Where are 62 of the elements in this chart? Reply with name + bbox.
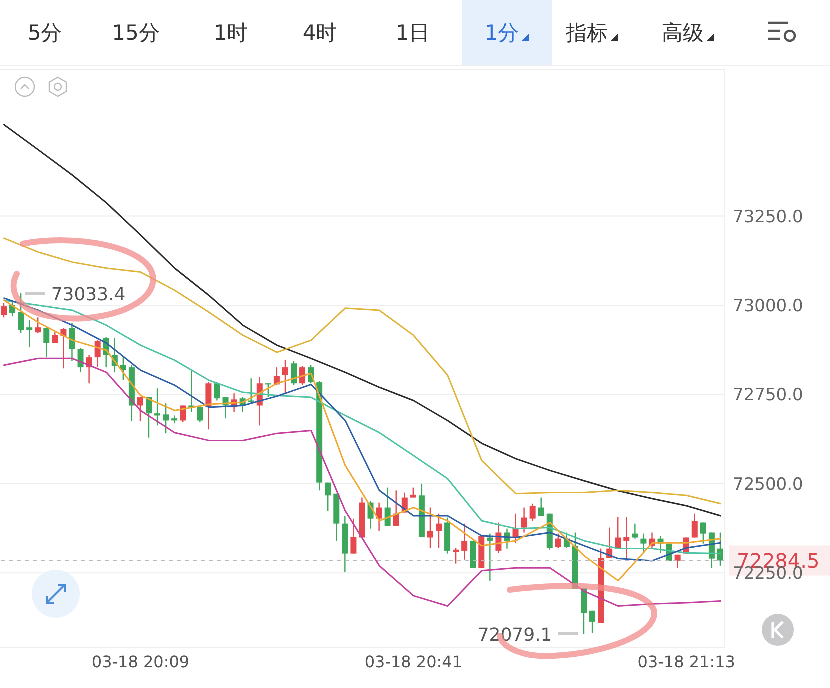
candlestick [376,502,382,532]
candlestick [674,554,681,569]
candlestick [197,405,204,424]
x-tick-label: 03-18 20:09 [92,652,190,672]
candlestick [35,317,42,334]
candlestick [350,518,357,554]
candlestick [436,513,442,549]
candlestick [154,388,161,426]
candlestick [632,523,638,540]
candlestick [521,507,528,534]
text: 高级 [662,20,704,46]
candlestick [453,548,460,564]
annotation: 73033.4 [51,284,126,306]
candlestick [300,366,306,386]
candlestick [325,482,332,512]
text: 指标 [566,20,608,46]
annotation: 72079.1 [478,625,552,646]
candlestick [26,320,33,348]
text: 1分 [484,20,520,46]
y-tick-label: 72500.0 [733,474,804,495]
candlestick [590,610,596,634]
candlestick [248,378,254,404]
candlestick [700,522,706,544]
candlestick [137,396,144,422]
candlestick [206,382,212,430]
x-tick-label: 03-18 21:13 [638,652,736,672]
candlestick [163,403,170,434]
candlestick [530,503,536,522]
y-tick-label: 73000.0 [733,296,804,317]
text: 4时 [302,20,338,46]
x-tick-label: 03-18 20:41 [364,652,463,672]
candlestick [44,327,50,358]
candlestick [640,533,647,554]
candlestick [692,513,698,538]
text: 1时 [214,20,248,46]
candlestick [538,497,544,517]
candlestick [94,340,101,368]
line-series [4,358,722,608]
text: 15分 [112,20,160,46]
candlestick [384,487,391,527]
candlestick [487,533,494,582]
candlestick [624,516,630,560]
line-series [4,124,722,517]
line-series [4,238,722,505]
candlestick [282,360,288,394]
candlestick [1,302,7,318]
candlestick [410,487,416,498]
candlestick [69,322,76,362]
candlestick [120,356,126,382]
candlestick [462,523,468,560]
text: 1日 [396,20,430,46]
candlestick [717,532,724,567]
candlestick [52,332,58,344]
candlestick [427,507,434,549]
candlestick [555,533,562,549]
candlestick [146,396,152,438]
candlestick [393,490,400,527]
candlestick [291,360,297,386]
y-tick-label: 72750.0 [733,386,804,406]
text: 5分 [28,20,62,46]
candlestick [265,383,272,398]
y-tick-label: 73250.0 [733,207,804,228]
